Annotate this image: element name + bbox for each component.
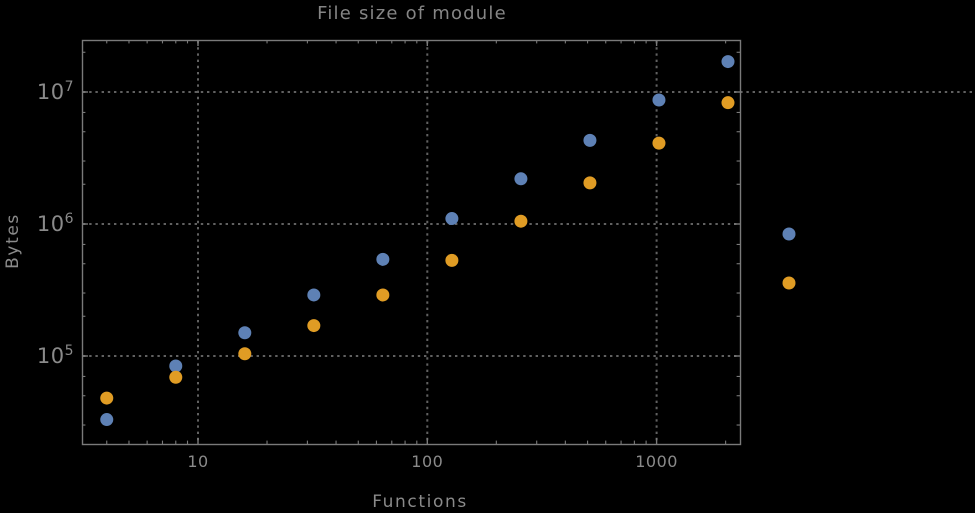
y-tick-label-10e6: 106 — [36, 211, 74, 236]
data-point-series-2-orange-x16 — [238, 347, 252, 361]
x-tick-label-100: 100 — [411, 452, 444, 471]
chart-title: File size of module — [317, 3, 507, 24]
data-point-series-2-orange-x2048 — [721, 96, 735, 110]
data-point-series-1-blue-x8 — [169, 359, 183, 373]
data-point-series-1-blue-x512 — [583, 133, 597, 147]
x-axis-label: Functions — [372, 492, 468, 512]
data-point-series-2-orange-x32 — [307, 319, 321, 333]
x-tick-label-10: 10 — [187, 452, 209, 471]
data-point-series-2-orange-x512 — [583, 176, 597, 190]
data-point-series-1-blue-x128 — [445, 212, 459, 226]
y-tick-label-10e7: 107 — [36, 79, 74, 104]
legend-marker-series-1-blue — [782, 227, 796, 241]
data-point-series-1-blue-x64 — [376, 252, 390, 266]
data-point-series-2-orange-x4 — [100, 391, 114, 405]
data-point-series-1-blue-x1024 — [652, 93, 666, 107]
data-point-series-2-orange-x256 — [514, 214, 528, 228]
data-point-series-1-blue-x16 — [238, 326, 252, 340]
data-point-series-1-blue-x2048 — [721, 55, 735, 69]
y-tick-label-10e5: 105 — [36, 343, 74, 368]
legend-marker-series-2-orange — [782, 276, 796, 290]
data-point-series-1-blue-x32 — [307, 288, 321, 302]
x-tick-label-1000: 1000 — [635, 452, 678, 471]
data-point-series-2-orange-x128 — [445, 253, 459, 267]
data-point-series-1-blue-x256 — [514, 172, 528, 186]
data-point-series-1-blue-x4 — [100, 413, 114, 427]
plot-frame — [81, 39, 742, 446]
data-point-series-2-orange-x1024 — [652, 136, 666, 150]
data-point-series-2-orange-x64 — [376, 288, 390, 302]
data-point-series-2-orange-x8 — [169, 370, 183, 384]
